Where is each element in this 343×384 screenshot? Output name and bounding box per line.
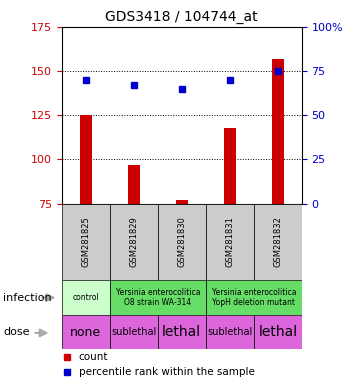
Text: percentile rank within the sample: percentile rank within the sample [79, 367, 255, 377]
Title: GDS3418 / 104744_at: GDS3418 / 104744_at [106, 10, 258, 25]
Text: GSM281831: GSM281831 [225, 217, 234, 267]
Text: GSM281829: GSM281829 [129, 217, 138, 267]
Bar [110, 280, 206, 315]
Bar [206, 204, 254, 280]
Bar [176, 200, 188, 204]
Bar [158, 204, 206, 280]
Text: lethal: lethal [258, 325, 297, 339]
Text: count: count [79, 352, 108, 362]
Text: infection: infection [3, 293, 52, 303]
Text: lethal: lethal [162, 325, 201, 339]
Bar [110, 315, 158, 349]
Bar [206, 315, 254, 349]
Bar [62, 280, 110, 315]
Bar [62, 315, 110, 349]
Bar [272, 59, 284, 204]
Bar [128, 165, 140, 204]
Bar [80, 115, 92, 204]
Bar [254, 315, 302, 349]
Text: sublethal: sublethal [111, 327, 156, 337]
Text: GSM281832: GSM281832 [273, 217, 282, 267]
Text: Yersinia enterocolitica
O8 strain WA-314: Yersinia enterocolitica O8 strain WA-314 [116, 288, 200, 307]
Bar [158, 315, 206, 349]
Text: sublethal: sublethal [207, 327, 252, 337]
Text: GSM281825: GSM281825 [81, 217, 90, 267]
Bar [206, 280, 302, 315]
Text: control: control [72, 293, 99, 302]
Text: GSM281830: GSM281830 [177, 217, 186, 267]
Bar [110, 204, 158, 280]
Text: none: none [70, 326, 101, 339]
Text: dose: dose [3, 327, 30, 337]
Bar [254, 204, 302, 280]
Text: Yersinia enterocolitica
YopH deletion mutant: Yersinia enterocolitica YopH deletion mu… [212, 288, 296, 307]
Bar [62, 204, 110, 280]
Bar [224, 127, 236, 204]
